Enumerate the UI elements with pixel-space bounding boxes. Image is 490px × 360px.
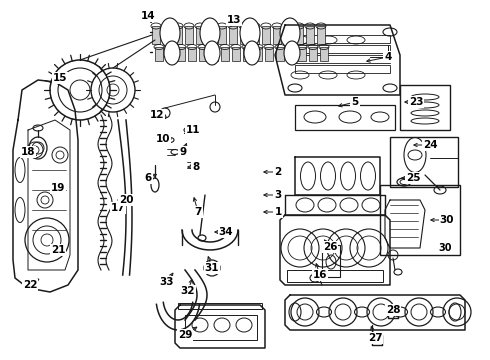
Bar <box>185 26 193 44</box>
Bar <box>322 245 340 277</box>
Ellipse shape <box>284 41 300 65</box>
Ellipse shape <box>204 41 220 65</box>
Ellipse shape <box>244 41 260 65</box>
Bar <box>177 47 185 61</box>
Bar <box>163 26 171 44</box>
Bar <box>320 47 328 61</box>
Bar <box>221 47 229 61</box>
Bar <box>232 47 240 61</box>
Bar <box>309 47 317 61</box>
Bar <box>400 85 450 130</box>
Ellipse shape <box>280 18 300 48</box>
Text: 25: 25 <box>406 173 420 183</box>
Bar <box>251 26 259 44</box>
Text: 8: 8 <box>193 162 199 172</box>
Text: 6: 6 <box>145 173 151 183</box>
Bar <box>295 35 390 43</box>
Bar <box>229 26 237 44</box>
Bar <box>254 47 262 61</box>
Bar <box>188 47 196 61</box>
Text: 10: 10 <box>156 134 170 144</box>
Bar <box>287 270 383 282</box>
Text: 32: 32 <box>181 286 195 296</box>
Bar <box>166 47 174 61</box>
Text: 17: 17 <box>111 203 125 213</box>
Text: 7: 7 <box>195 207 202 217</box>
Bar <box>178 303 262 309</box>
Text: 19: 19 <box>51 183 65 193</box>
Ellipse shape <box>240 18 260 48</box>
Bar <box>152 26 160 44</box>
Bar <box>317 26 325 44</box>
Bar <box>262 26 270 44</box>
Bar <box>295 26 303 44</box>
Text: 26: 26 <box>323 242 337 252</box>
Bar <box>185 315 257 340</box>
Text: 14: 14 <box>141 11 155 21</box>
Text: 18: 18 <box>21 147 35 157</box>
Text: 30: 30 <box>440 215 454 225</box>
Bar <box>218 26 226 44</box>
Text: 33: 33 <box>160 277 174 287</box>
Bar <box>390 137 458 187</box>
Bar <box>155 47 163 61</box>
Bar <box>207 26 215 44</box>
Text: 1: 1 <box>274 207 282 217</box>
Text: 22: 22 <box>23 280 37 290</box>
Text: 34: 34 <box>219 227 233 237</box>
Ellipse shape <box>164 41 180 65</box>
Bar <box>240 26 248 44</box>
Text: 23: 23 <box>409 97 423 107</box>
Bar <box>199 47 207 61</box>
Bar <box>287 47 295 61</box>
Bar <box>295 105 395 130</box>
Bar <box>276 47 284 61</box>
Text: 11: 11 <box>186 125 200 135</box>
Text: 2: 2 <box>274 167 282 177</box>
Bar <box>295 55 390 63</box>
Text: 13: 13 <box>227 15 241 25</box>
Bar <box>243 47 251 61</box>
Bar <box>284 26 292 44</box>
Text: 27: 27 <box>368 333 382 343</box>
Bar <box>265 47 273 61</box>
Bar <box>295 45 390 53</box>
Bar <box>210 47 218 61</box>
Text: 31: 31 <box>205 263 219 273</box>
Text: 21: 21 <box>51 245 65 255</box>
Bar <box>306 26 314 44</box>
Text: 3: 3 <box>274 190 282 200</box>
Text: 4: 4 <box>384 52 392 62</box>
Bar <box>273 26 281 44</box>
Text: 16: 16 <box>313 270 327 280</box>
Text: 28: 28 <box>386 305 400 315</box>
Text: 29: 29 <box>178 330 192 340</box>
Text: 9: 9 <box>179 147 187 157</box>
Text: 12: 12 <box>150 110 164 120</box>
Text: 30: 30 <box>438 243 452 253</box>
Text: 15: 15 <box>53 73 67 83</box>
Bar <box>298 47 306 61</box>
Text: 5: 5 <box>351 97 359 107</box>
Bar <box>174 26 182 44</box>
Ellipse shape <box>160 18 180 48</box>
Bar <box>295 65 390 73</box>
Text: 24: 24 <box>423 140 437 150</box>
Text: 20: 20 <box>119 195 133 205</box>
Bar <box>380 185 460 255</box>
Bar <box>196 26 204 44</box>
Ellipse shape <box>200 18 220 48</box>
